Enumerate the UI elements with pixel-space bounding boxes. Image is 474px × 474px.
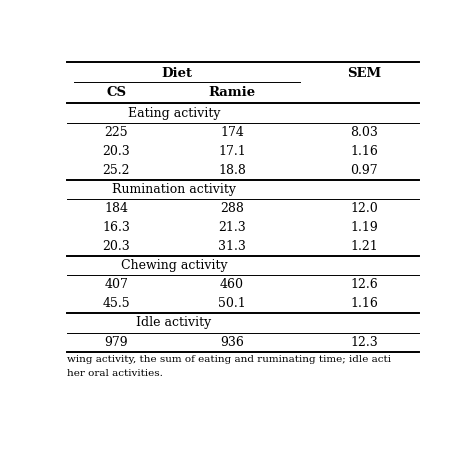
Text: 174: 174 <box>220 126 244 139</box>
Text: 184: 184 <box>104 202 128 215</box>
Text: 1.21: 1.21 <box>350 240 378 253</box>
Text: Eating activity: Eating activity <box>128 107 220 119</box>
Text: 20.3: 20.3 <box>102 145 130 158</box>
Text: CS: CS <box>106 86 126 100</box>
Text: Diet: Diet <box>161 67 192 80</box>
Text: 12.3: 12.3 <box>350 336 378 349</box>
Text: wing activity, the sum of eating and ruminating time; idle acti: wing activity, the sum of eating and rum… <box>66 355 391 364</box>
Text: SEM: SEM <box>347 67 381 80</box>
Text: 225: 225 <box>104 126 128 139</box>
Text: 979: 979 <box>104 336 128 349</box>
Text: 1.16: 1.16 <box>350 145 378 158</box>
Text: 17.1: 17.1 <box>218 145 246 158</box>
Text: Chewing activity: Chewing activity <box>121 259 228 272</box>
Text: 45.5: 45.5 <box>102 297 130 310</box>
Text: 1.16: 1.16 <box>350 297 378 310</box>
Text: 1.19: 1.19 <box>350 221 378 234</box>
Text: 8.03: 8.03 <box>350 126 378 139</box>
Text: 18.8: 18.8 <box>218 164 246 177</box>
Text: her oral activities.: her oral activities. <box>66 369 163 378</box>
Text: 25.2: 25.2 <box>102 164 130 177</box>
Text: 460: 460 <box>220 278 244 292</box>
Text: 288: 288 <box>220 202 244 215</box>
Text: 50.1: 50.1 <box>218 297 246 310</box>
Text: Ramie: Ramie <box>209 86 255 100</box>
Text: 16.3: 16.3 <box>102 221 130 234</box>
Text: 0.97: 0.97 <box>350 164 378 177</box>
Text: 21.3: 21.3 <box>218 221 246 234</box>
Text: Rumination activity: Rumination activity <box>112 183 236 196</box>
Text: 936: 936 <box>220 336 244 349</box>
Text: 407: 407 <box>104 278 128 292</box>
Text: 31.3: 31.3 <box>218 240 246 253</box>
Text: Idle activity: Idle activity <box>137 317 212 329</box>
Text: 20.3: 20.3 <box>102 240 130 253</box>
Text: 12.0: 12.0 <box>350 202 378 215</box>
Text: 12.6: 12.6 <box>350 278 378 292</box>
